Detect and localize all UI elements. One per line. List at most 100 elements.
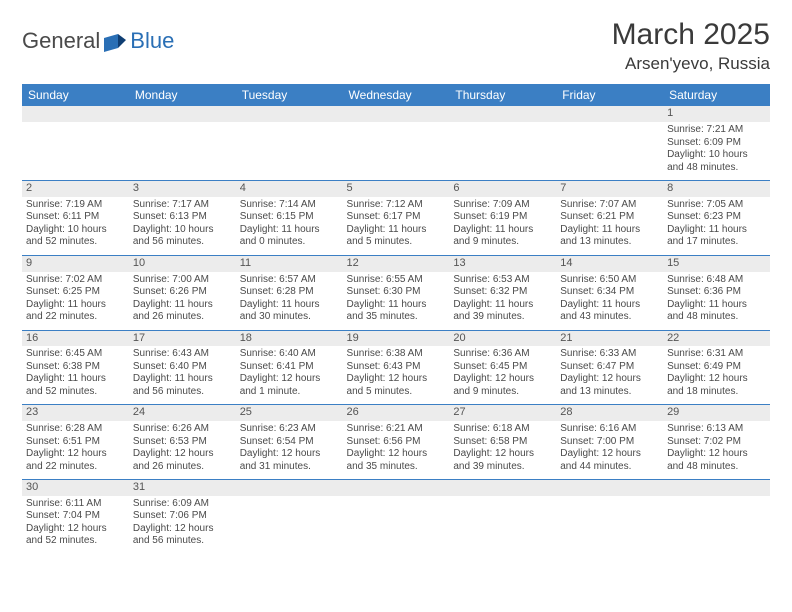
sunrise-line: Sunrise: 6:28 AM	[26, 423, 125, 436]
day-content-cell: Sunrise: 6:31 AMSunset: 6:49 PMDaylight:…	[663, 346, 770, 405]
sunrise-line: Sunrise: 6:13 AM	[667, 423, 766, 436]
daylight-line: Daylight: 12 hours and 5 minutes.	[347, 373, 446, 398]
title-block: March 2025 Arsen'yevo, Russia	[612, 18, 770, 74]
sunset-line: Sunset: 6:41 PM	[240, 361, 339, 374]
sunrise-line: Sunrise: 6:23 AM	[240, 423, 339, 436]
day-number-cell: 8	[663, 181, 770, 197]
day-header: Saturday	[663, 84, 770, 106]
sunset-line: Sunset: 6:49 PM	[667, 361, 766, 374]
day-content-cell	[236, 496, 343, 554]
sunset-line: Sunset: 6:54 PM	[240, 436, 339, 449]
day-content-cell	[343, 122, 450, 181]
sunset-line: Sunset: 7:02 PM	[667, 436, 766, 449]
sunrise-line: Sunrise: 6:11 AM	[26, 498, 125, 511]
sunrise-line: Sunrise: 6:21 AM	[347, 423, 446, 436]
day-content-cell: Sunrise: 6:26 AMSunset: 6:53 PMDaylight:…	[129, 421, 236, 480]
daylight-line: Daylight: 12 hours and 56 minutes.	[133, 523, 232, 548]
calendar-table: Sunday Monday Tuesday Wednesday Thursday…	[22, 84, 770, 554]
daylight-line: Daylight: 12 hours and 39 minutes.	[453, 448, 552, 473]
day-number-cell: 19	[343, 330, 450, 346]
sunrise-line: Sunrise: 6:36 AM	[453, 348, 552, 361]
daylight-line: Daylight: 11 hours and 5 minutes.	[347, 224, 446, 249]
sunset-line: Sunset: 7:00 PM	[560, 436, 659, 449]
day-content-cell: Sunrise: 6:16 AMSunset: 7:00 PMDaylight:…	[556, 421, 663, 480]
day-number-cell: 5	[343, 181, 450, 197]
content-row: Sunrise: 6:45 AMSunset: 6:38 PMDaylight:…	[22, 346, 770, 405]
day-content-cell	[663, 496, 770, 554]
sunset-line: Sunset: 6:40 PM	[133, 361, 232, 374]
daylight-line: Daylight: 12 hours and 13 minutes.	[560, 373, 659, 398]
daylight-line: Daylight: 11 hours and 48 minutes.	[667, 299, 766, 324]
daylight-line: Daylight: 12 hours and 35 minutes.	[347, 448, 446, 473]
flag-icon	[104, 32, 126, 50]
daylight-line: Daylight: 12 hours and 26 minutes.	[133, 448, 232, 473]
day-number-cell: 11	[236, 255, 343, 271]
day-number-cell: 3	[129, 181, 236, 197]
daylight-line: Daylight: 12 hours and 1 minute.	[240, 373, 339, 398]
day-number-cell	[663, 480, 770, 496]
sunrise-line: Sunrise: 6:50 AM	[560, 274, 659, 287]
day-number-cell	[449, 480, 556, 496]
day-number-cell	[556, 106, 663, 122]
day-content-cell: Sunrise: 6:11 AMSunset: 7:04 PMDaylight:…	[22, 496, 129, 554]
sunset-line: Sunset: 6:38 PM	[26, 361, 125, 374]
day-number-cell: 29	[663, 405, 770, 421]
day-number-cell: 17	[129, 330, 236, 346]
day-header: Thursday	[449, 84, 556, 106]
day-content-cell: Sunrise: 6:40 AMSunset: 6:41 PMDaylight:…	[236, 346, 343, 405]
daylight-line: Daylight: 12 hours and 31 minutes.	[240, 448, 339, 473]
day-number-cell	[129, 106, 236, 122]
day-number-cell: 13	[449, 255, 556, 271]
daynum-row: 23242526272829	[22, 405, 770, 421]
sunset-line: Sunset: 6:53 PM	[133, 436, 232, 449]
sunrise-line: Sunrise: 6:16 AM	[560, 423, 659, 436]
daylight-line: Daylight: 11 hours and 30 minutes.	[240, 299, 339, 324]
sunrise-line: Sunrise: 7:21 AM	[667, 124, 766, 137]
daylight-line: Daylight: 11 hours and 56 minutes.	[133, 373, 232, 398]
day-number-cell: 6	[449, 181, 556, 197]
day-content-cell: Sunrise: 6:48 AMSunset: 6:36 PMDaylight:…	[663, 272, 770, 331]
day-number-cell: 16	[22, 330, 129, 346]
day-content-cell: Sunrise: 6:23 AMSunset: 6:54 PMDaylight:…	[236, 421, 343, 480]
day-content-cell	[22, 122, 129, 181]
sunset-line: Sunset: 7:06 PM	[133, 510, 232, 523]
day-number-cell: 10	[129, 255, 236, 271]
day-number-cell	[343, 480, 450, 496]
daylight-line: Daylight: 10 hours and 52 minutes.	[26, 224, 125, 249]
sunset-line: Sunset: 6:30 PM	[347, 286, 446, 299]
day-header: Sunday	[22, 84, 129, 106]
daylight-line: Daylight: 11 hours and 26 minutes.	[133, 299, 232, 324]
day-content-cell	[556, 122, 663, 181]
sunrise-line: Sunrise: 7:09 AM	[453, 199, 552, 212]
daylight-line: Daylight: 11 hours and 52 minutes.	[26, 373, 125, 398]
sunrise-line: Sunrise: 6:31 AM	[667, 348, 766, 361]
sunrise-line: Sunrise: 7:02 AM	[26, 274, 125, 287]
daylight-line: Daylight: 10 hours and 56 minutes.	[133, 224, 232, 249]
sunrise-line: Sunrise: 6:43 AM	[133, 348, 232, 361]
day-content-cell: Sunrise: 6:33 AMSunset: 6:47 PMDaylight:…	[556, 346, 663, 405]
content-row: Sunrise: 7:19 AMSunset: 6:11 PMDaylight:…	[22, 197, 770, 256]
daynum-row: 3031	[22, 480, 770, 496]
day-content-cell	[343, 496, 450, 554]
sunrise-line: Sunrise: 6:26 AM	[133, 423, 232, 436]
day-header: Monday	[129, 84, 236, 106]
sunrise-line: Sunrise: 7:17 AM	[133, 199, 232, 212]
sunset-line: Sunset: 6:17 PM	[347, 211, 446, 224]
day-content-cell: Sunrise: 6:21 AMSunset: 6:56 PMDaylight:…	[343, 421, 450, 480]
day-number-cell: 9	[22, 255, 129, 271]
daylight-line: Daylight: 11 hours and 9 minutes.	[453, 224, 552, 249]
day-number-cell: 28	[556, 405, 663, 421]
daynum-row: 2345678	[22, 181, 770, 197]
day-content-cell: Sunrise: 7:02 AMSunset: 6:25 PMDaylight:…	[22, 272, 129, 331]
sunrise-line: Sunrise: 6:45 AM	[26, 348, 125, 361]
daylight-line: Daylight: 12 hours and 52 minutes.	[26, 523, 125, 548]
day-content-cell	[129, 122, 236, 181]
day-header: Tuesday	[236, 84, 343, 106]
daylight-line: Daylight: 11 hours and 39 minutes.	[453, 299, 552, 324]
sunrise-line: Sunrise: 6:33 AM	[560, 348, 659, 361]
sunrise-line: Sunrise: 6:18 AM	[453, 423, 552, 436]
sunset-line: Sunset: 6:19 PM	[453, 211, 552, 224]
day-content-cell: Sunrise: 6:18 AMSunset: 6:58 PMDaylight:…	[449, 421, 556, 480]
day-content-cell: Sunrise: 7:19 AMSunset: 6:11 PMDaylight:…	[22, 197, 129, 256]
calendar-body: 1Sunrise: 7:21 AMSunset: 6:09 PMDaylight…	[22, 106, 770, 554]
